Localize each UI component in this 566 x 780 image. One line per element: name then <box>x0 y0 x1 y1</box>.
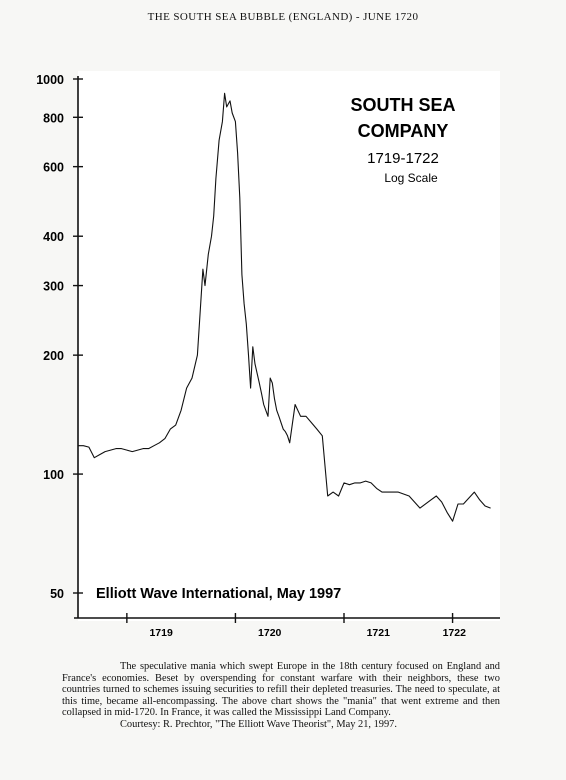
caption-credit: Courtesy: R. Prechtor, "The Elliott Wave… <box>120 718 397 730</box>
page-header: THE SOUTH SEA BUBBLE (ENGLAND) - JUNE 17… <box>147 11 419 23</box>
y-tick-label: 50 <box>50 587 64 601</box>
plot-background <box>78 71 500 621</box>
y-tick-label: 1000 <box>36 73 64 87</box>
y-tick-label: 400 <box>43 230 64 244</box>
y-tick-label: 100 <box>43 468 64 482</box>
price-series-line <box>78 92 491 522</box>
y-ticks: 50 100 200 300 400 600 800 1000 <box>36 73 83 601</box>
price-chart: 50 100 200 300 400 600 800 1000 1719 1720 1721 172… <box>36 71 500 639</box>
chart-title-line2: COMPANY <box>358 121 449 141</box>
chart-source: Elliott Wave International, May 1997 <box>96 586 341 602</box>
log-scale-note: Log Scale <box>384 171 438 185</box>
x-ticks: 1719 1720 1721 1722 <box>126 613 467 639</box>
x-tick-label: 1719 <box>149 627 173 639</box>
chart-title-line1: SOUTH SEA <box>350 95 455 115</box>
y-tick-label: 600 <box>43 161 64 175</box>
y-tick-label: 800 <box>43 111 64 125</box>
x-tick-label: 1721 <box>367 627 391 639</box>
x-tick-label: 1722 <box>443 627 467 639</box>
y-tick-label: 300 <box>43 280 64 294</box>
x-tick-label: 1720 <box>258 627 282 639</box>
caption-paragraph: The speculative mania which swept Europe… <box>62 661 500 719</box>
y-tick-label: 200 <box>43 349 64 363</box>
chart-subtitle: 1719-1722 <box>367 150 439 167</box>
caption: The speculative mania which swept Europe… <box>62 661 500 731</box>
